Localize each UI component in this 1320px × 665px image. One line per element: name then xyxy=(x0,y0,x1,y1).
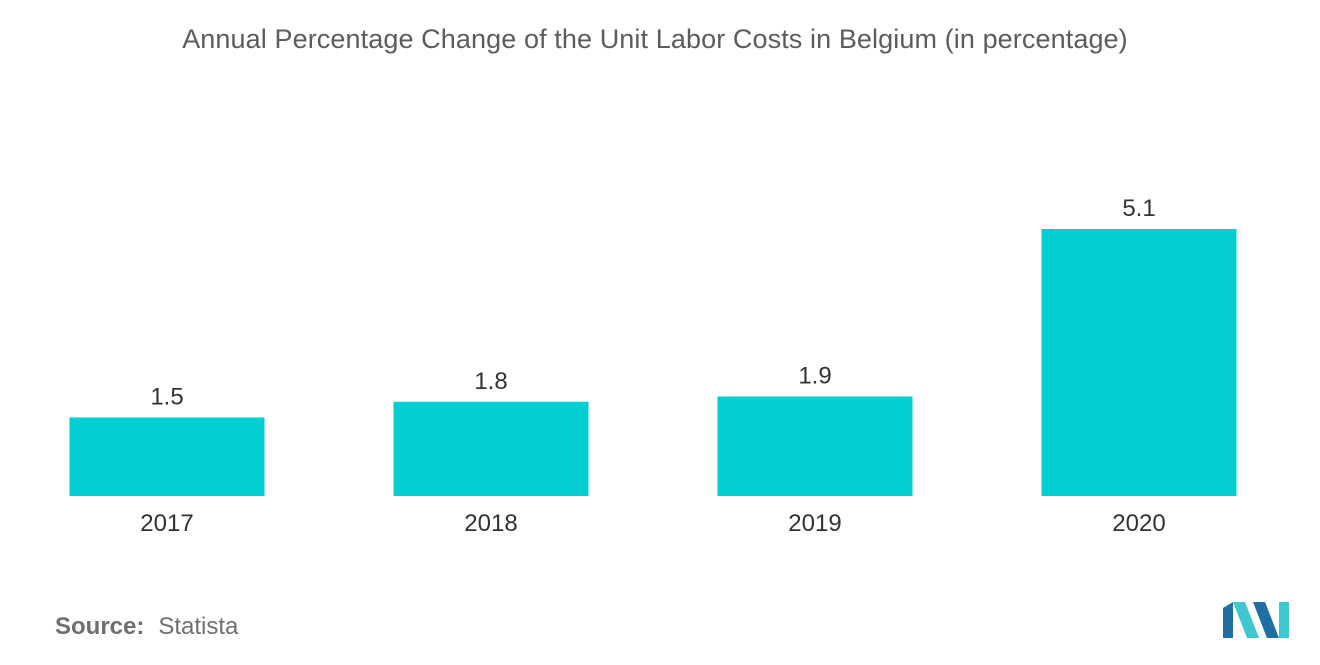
source-label: Source: xyxy=(55,613,145,640)
logo-right-stroke xyxy=(1279,602,1289,638)
bar-2018 xyxy=(393,401,589,496)
bar-2020 xyxy=(1041,229,1237,496)
x-tick-label-2020: 2020 xyxy=(1112,510,1165,537)
x-tick-label-2017: 2017 xyxy=(140,510,193,537)
x-tick-label-2018: 2018 xyxy=(464,510,517,537)
logo-diagonal-2 xyxy=(1253,602,1279,638)
data-label-2020: 5.1 xyxy=(1122,195,1155,222)
data-label-2019: 1.9 xyxy=(798,363,831,390)
data-label-2018: 1.8 xyxy=(474,368,507,395)
logo-left-stroke xyxy=(1223,602,1233,638)
logo-diagonal-1 xyxy=(1233,602,1259,638)
source-note: Source: Statista xyxy=(55,613,238,641)
x-tick-label-2019: 2019 xyxy=(788,510,841,537)
source-value: Statista xyxy=(158,613,239,640)
chart-title: Annual Percentage Change of the Unit Lab… xyxy=(182,24,1128,54)
bar-2017 xyxy=(69,417,265,496)
bar-2019 xyxy=(717,396,913,496)
brand-logo-icon xyxy=(1223,602,1289,638)
data-label-2017: 1.5 xyxy=(150,383,183,410)
